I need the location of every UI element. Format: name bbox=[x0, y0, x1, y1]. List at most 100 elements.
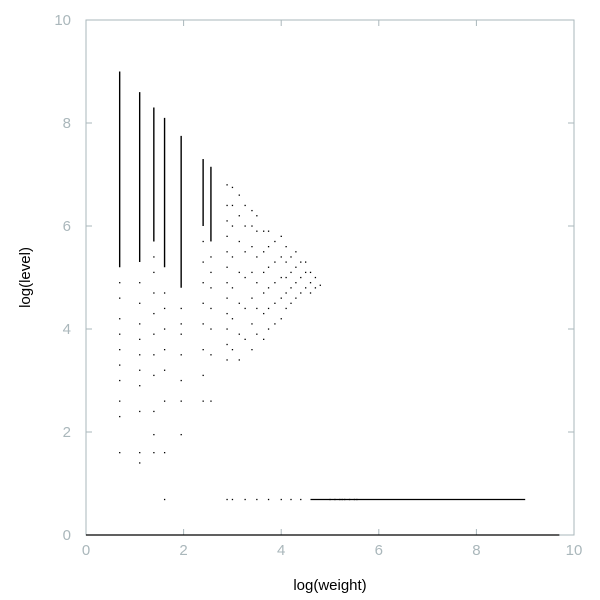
data-point bbox=[180, 323, 182, 325]
x-axis-label: log(weight) bbox=[293, 577, 366, 594]
data-point bbox=[180, 400, 182, 402]
data-point bbox=[290, 271, 292, 274]
data-point bbox=[295, 251, 297, 253]
data-point bbox=[153, 333, 155, 335]
data-point bbox=[210, 400, 212, 402]
data-point bbox=[139, 462, 141, 464]
data-point bbox=[139, 302, 141, 304]
data-point bbox=[285, 261, 287, 263]
y-tick-label: 6 bbox=[63, 218, 71, 235]
data-point bbox=[300, 276, 302, 279]
data-point bbox=[244, 276, 246, 279]
data-point bbox=[139, 385, 141, 387]
data-point bbox=[285, 246, 287, 248]
data-point bbox=[153, 452, 155, 454]
data-point bbox=[244, 338, 246, 340]
data-point bbox=[226, 184, 228, 186]
data-point bbox=[290, 498, 292, 501]
data-point bbox=[163, 292, 166, 294]
data-point bbox=[210, 307, 212, 310]
data-point bbox=[267, 287, 270, 289]
data-point bbox=[238, 240, 240, 243]
data-point bbox=[290, 256, 292, 258]
data-point bbox=[153, 374, 155, 377]
data-point bbox=[344, 498, 346, 501]
data-point bbox=[280, 256, 282, 258]
data-point bbox=[226, 359, 228, 361]
data-point bbox=[163, 369, 166, 371]
data-point bbox=[295, 266, 297, 268]
data-point bbox=[256, 333, 258, 335]
data-point bbox=[226, 204, 228, 207]
y-tick-label: 4 bbox=[63, 321, 71, 338]
data-marks bbox=[86, 71, 560, 536]
data-point bbox=[251, 297, 253, 299]
tick-marks bbox=[85, 19, 575, 536]
data-point bbox=[244, 204, 246, 207]
data-point bbox=[263, 312, 265, 315]
data-point bbox=[153, 410, 155, 413]
data-point bbox=[119, 349, 121, 351]
data-point bbox=[274, 261, 276, 263]
data-point bbox=[256, 230, 258, 232]
data-point bbox=[119, 297, 121, 299]
data-point bbox=[153, 256, 155, 258]
data-point bbox=[119, 364, 121, 366]
data-point bbox=[314, 276, 317, 279]
data-point bbox=[202, 302, 204, 304]
data-point bbox=[139, 282, 141, 284]
data-point bbox=[295, 297, 297, 299]
data-point bbox=[226, 251, 228, 253]
data-point bbox=[226, 498, 228, 501]
data-point bbox=[210, 354, 212, 356]
data-point bbox=[231, 225, 234, 227]
data-point bbox=[231, 204, 234, 207]
data-point bbox=[305, 261, 307, 263]
data-point bbox=[309, 292, 312, 294]
data-point bbox=[295, 282, 297, 284]
data-point bbox=[263, 338, 265, 340]
data-point bbox=[238, 333, 240, 335]
data-point bbox=[226, 220, 228, 222]
data-point bbox=[139, 369, 141, 371]
data-point bbox=[285, 292, 287, 294]
data-point bbox=[353, 498, 356, 501]
data-point bbox=[139, 338, 141, 340]
data-point bbox=[210, 256, 212, 258]
data-point bbox=[280, 498, 282, 501]
data-point bbox=[119, 318, 121, 320]
data-point bbox=[153, 354, 155, 356]
data-point bbox=[263, 251, 265, 253]
data-point bbox=[319, 284, 321, 286]
y-tick-label: 2 bbox=[63, 424, 71, 441]
data-point bbox=[274, 240, 276, 243]
data-point bbox=[309, 271, 312, 274]
data-point bbox=[226, 235, 228, 237]
data-point bbox=[231, 186, 234, 189]
data-point bbox=[256, 215, 258, 217]
data-point bbox=[163, 349, 166, 351]
x-tick-label: 0 bbox=[82, 542, 90, 559]
data-point bbox=[256, 282, 258, 284]
data-point bbox=[231, 318, 234, 320]
data-point bbox=[244, 498, 246, 501]
x-tick-label: 10 bbox=[566, 542, 583, 559]
data-point bbox=[231, 287, 234, 289]
data-point bbox=[300, 498, 302, 501]
data-point bbox=[256, 307, 258, 310]
data-point bbox=[267, 266, 270, 268]
data-point bbox=[251, 246, 253, 248]
data-point bbox=[334, 498, 336, 501]
data-point bbox=[263, 271, 265, 274]
data-point bbox=[251, 225, 253, 227]
data-point bbox=[280, 276, 282, 279]
data-point bbox=[314, 287, 317, 289]
data-point bbox=[267, 328, 270, 330]
data-point bbox=[119, 415, 121, 418]
data-point bbox=[163, 498, 166, 501]
tick-labels: 0 2 4 6 8 10 0 2 4 6 8 10 bbox=[54, 12, 582, 559]
data-point bbox=[356, 498, 358, 501]
plot-frame bbox=[85, 19, 575, 536]
data-point bbox=[305, 287, 307, 289]
